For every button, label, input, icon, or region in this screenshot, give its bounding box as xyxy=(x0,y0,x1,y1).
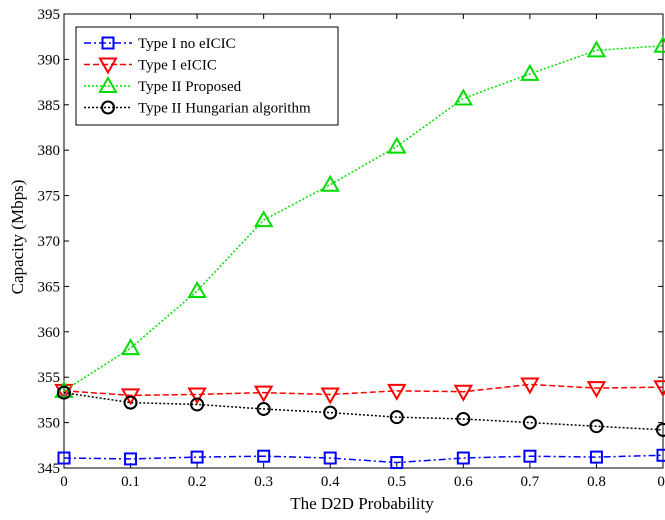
x-tick-label: 0.7 xyxy=(521,474,540,490)
y-tick-label: 345 xyxy=(38,461,61,477)
data-point xyxy=(190,450,204,464)
data-point xyxy=(187,280,207,298)
data-point xyxy=(453,384,474,402)
y-tick-label: 380 xyxy=(38,143,61,159)
y-tick-label: 370 xyxy=(38,234,61,250)
legend-item: Type II Proposed xyxy=(84,75,242,95)
data-point xyxy=(320,387,340,405)
y-tick-label: 375 xyxy=(38,189,61,205)
legend-marker xyxy=(98,57,118,75)
data-point xyxy=(656,448,665,462)
series-line xyxy=(63,454,664,464)
data-point xyxy=(522,415,537,430)
data-point xyxy=(453,88,474,106)
legend-marker xyxy=(98,75,118,93)
x-tick-label: 0.6 xyxy=(454,474,473,490)
data-point xyxy=(187,387,207,405)
data-point xyxy=(256,401,271,416)
y-tick-label: 360 xyxy=(38,325,61,341)
data-point xyxy=(520,63,540,81)
data-point xyxy=(586,381,607,399)
data-point xyxy=(257,449,271,463)
y-tick-label: 355 xyxy=(38,370,61,386)
legend-marker xyxy=(101,100,115,115)
data-point xyxy=(656,422,665,437)
data-point xyxy=(253,385,274,403)
data-point xyxy=(387,383,407,401)
legend-label: Type II Proposed xyxy=(138,79,242,95)
data-point xyxy=(653,35,665,53)
data-point xyxy=(390,456,404,470)
series-1 xyxy=(57,448,665,470)
legend-label: Type II Hungarian algorithm xyxy=(138,101,311,117)
series-line xyxy=(63,45,664,392)
data-point xyxy=(523,449,537,463)
x-tick-label: 0.5 xyxy=(387,474,406,490)
x-tick-label: 0.3 xyxy=(254,474,273,490)
series-3 xyxy=(54,35,665,398)
y-tick-label: 350 xyxy=(38,416,61,432)
y-tick-label: 385 xyxy=(38,98,61,114)
data-point xyxy=(456,411,471,426)
data-point xyxy=(323,405,338,420)
series-line xyxy=(63,383,664,397)
x-tick-label: 0.8 xyxy=(587,474,606,490)
series-line xyxy=(63,391,664,431)
data-point xyxy=(57,451,71,465)
y-tick-label: 390 xyxy=(38,52,61,68)
legend-label: Type I no eICIC xyxy=(138,36,236,52)
data-point xyxy=(190,397,205,412)
data-point xyxy=(323,451,337,465)
x-axis-label: The D2D Probability xyxy=(290,494,434,513)
data-point xyxy=(320,174,340,192)
data-point xyxy=(253,210,274,228)
y-tick-label: 365 xyxy=(38,279,61,295)
data-point xyxy=(123,395,138,410)
x-tick-label: 0.1 xyxy=(121,474,140,490)
series-layer xyxy=(54,35,665,470)
data-point xyxy=(653,380,665,398)
axes: 0 0.1 0.2 0.3 0.4 0.5 0.6 0.7 0.8 0. 345 350 355 360 3… xyxy=(38,7,665,490)
data-point xyxy=(586,40,607,58)
legend-label: Type I eICIC xyxy=(138,58,217,74)
data-point xyxy=(520,377,540,395)
legend-item: Type I eICIC xyxy=(84,57,217,75)
legend-item: Type II Hungarian algorithm xyxy=(84,100,311,117)
data-point xyxy=(389,410,404,425)
legend-item: Type I no eICIC xyxy=(84,36,236,52)
data-point xyxy=(124,452,138,466)
x-tick-label: 0.4 xyxy=(321,474,340,490)
data-point xyxy=(589,419,604,434)
data-point xyxy=(456,451,470,465)
y-tick-label: 395 xyxy=(38,7,61,23)
y-axis-label: Capacity (Mbps) xyxy=(8,180,27,295)
data-point xyxy=(589,450,603,464)
data-point xyxy=(120,338,141,356)
data-point xyxy=(387,136,407,154)
data-point xyxy=(54,380,74,398)
x-tick-label: 0. xyxy=(657,474,665,490)
legend-marker xyxy=(101,36,115,50)
x-tick-label: 0.2 xyxy=(188,474,207,490)
data-point xyxy=(57,385,71,400)
x-tick-label: 0 xyxy=(60,474,68,490)
series-4 xyxy=(57,385,665,437)
data-point xyxy=(120,388,141,406)
legend: Type I no eICIC Type I eICIC Type II Propo… xyxy=(75,26,339,126)
